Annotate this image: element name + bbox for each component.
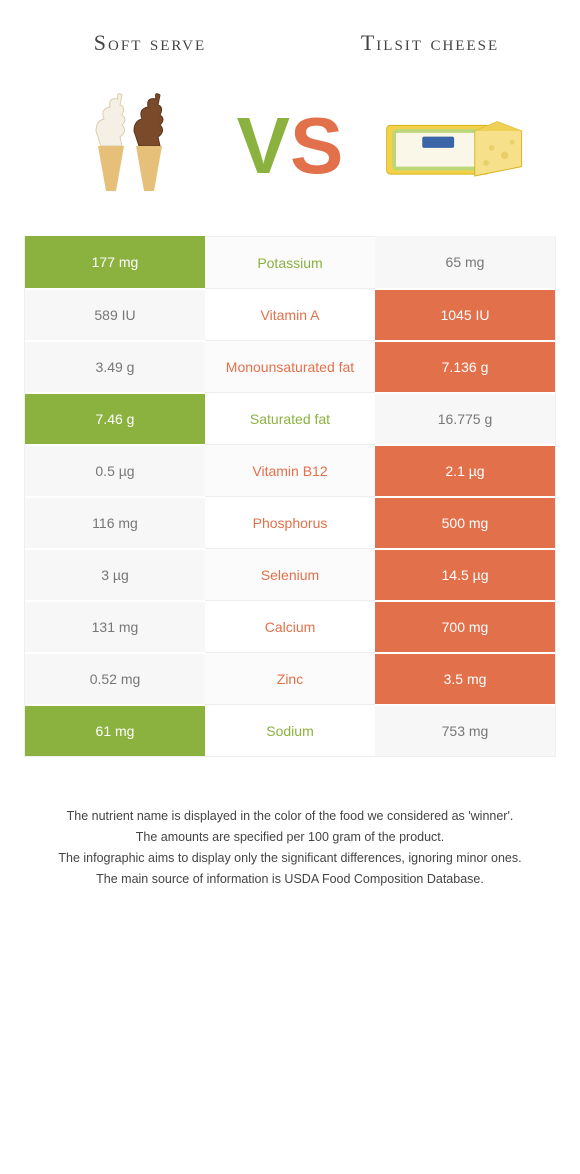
right-value: 2.1 µg xyxy=(375,444,555,496)
table-row: 3.49 gMonounsaturated fat7.136 g xyxy=(25,340,555,392)
comparison-table: 177 mgPotassium65 mg589 IUVitamin A1045 … xyxy=(24,236,556,757)
table-row: 0.52 mgZinc3.5 mg xyxy=(25,652,555,704)
left-value: 589 IU xyxy=(25,288,205,340)
vs-label: VS xyxy=(237,106,344,186)
nutrient-name: Potassium xyxy=(205,236,375,288)
table-row: 61 mgSodium753 mg xyxy=(25,704,555,756)
left-value: 0.5 µg xyxy=(25,444,205,496)
left-value: 116 mg xyxy=(25,496,205,548)
right-value: 14.5 µg xyxy=(375,548,555,600)
left-value: 0.52 mg xyxy=(25,652,205,704)
right-value: 7.136 g xyxy=(375,340,555,392)
footnote-line: The main source of information is USDA F… xyxy=(30,870,550,889)
left-value: 177 mg xyxy=(25,236,205,288)
table-row: 3 µgSelenium14.5 µg xyxy=(25,548,555,600)
footnotes: The nutrient name is displayed in the co… xyxy=(20,757,560,888)
right-food-title: Tilsit cheese xyxy=(320,30,540,56)
right-value: 3.5 mg xyxy=(375,652,555,704)
left-value: 3.49 g xyxy=(25,340,205,392)
left-value: 3 µg xyxy=(25,548,205,600)
table-row: 131 mgCalcium700 mg xyxy=(25,600,555,652)
table-row: 116 mgPhosphorus500 mg xyxy=(25,496,555,548)
table-row: 589 IUVitamin A1045 IU xyxy=(25,288,555,340)
nutrient-name: Vitamin B12 xyxy=(205,444,375,496)
images-row: VS xyxy=(20,86,560,236)
right-value: 16.775 g xyxy=(375,392,555,444)
footnote-line: The nutrient name is displayed in the co… xyxy=(30,807,550,826)
nutrient-name: Selenium xyxy=(205,548,375,600)
vs-s: S xyxy=(290,101,343,190)
footnote-line: The amounts are specified per 100 gram o… xyxy=(30,828,550,847)
nutrient-name: Calcium xyxy=(205,600,375,652)
tilsit-cheese-icon xyxy=(381,86,531,206)
nutrient-name: Monounsaturated fat xyxy=(205,340,375,392)
right-value: 1045 IU xyxy=(375,288,555,340)
footnote-line: The infographic aims to display only the… xyxy=(30,849,550,868)
nutrient-name: Zinc xyxy=(205,652,375,704)
right-value: 65 mg xyxy=(375,236,555,288)
right-value: 753 mg xyxy=(375,704,555,756)
vs-v: V xyxy=(237,101,290,190)
left-value: 131 mg xyxy=(25,600,205,652)
table-row: 7.46 gSaturated fat16.775 g xyxy=(25,392,555,444)
left-value: 61 mg xyxy=(25,704,205,756)
left-food-title: Soft serve xyxy=(40,30,260,56)
nutrient-name: Sodium xyxy=(205,704,375,756)
table-row: 0.5 µgVitamin B122.1 µg xyxy=(25,444,555,496)
soft-serve-icon xyxy=(49,86,199,206)
left-value: 7.46 g xyxy=(25,392,205,444)
table-row: 177 mgPotassium65 mg xyxy=(25,236,555,288)
nutrient-name: Phosphorus xyxy=(205,496,375,548)
right-value: 700 mg xyxy=(375,600,555,652)
titles-row: Soft serve Tilsit cheese xyxy=(20,20,560,86)
nutrient-name: Vitamin A xyxy=(205,288,375,340)
nutrient-name: Saturated fat xyxy=(205,392,375,444)
right-value: 500 mg xyxy=(375,496,555,548)
